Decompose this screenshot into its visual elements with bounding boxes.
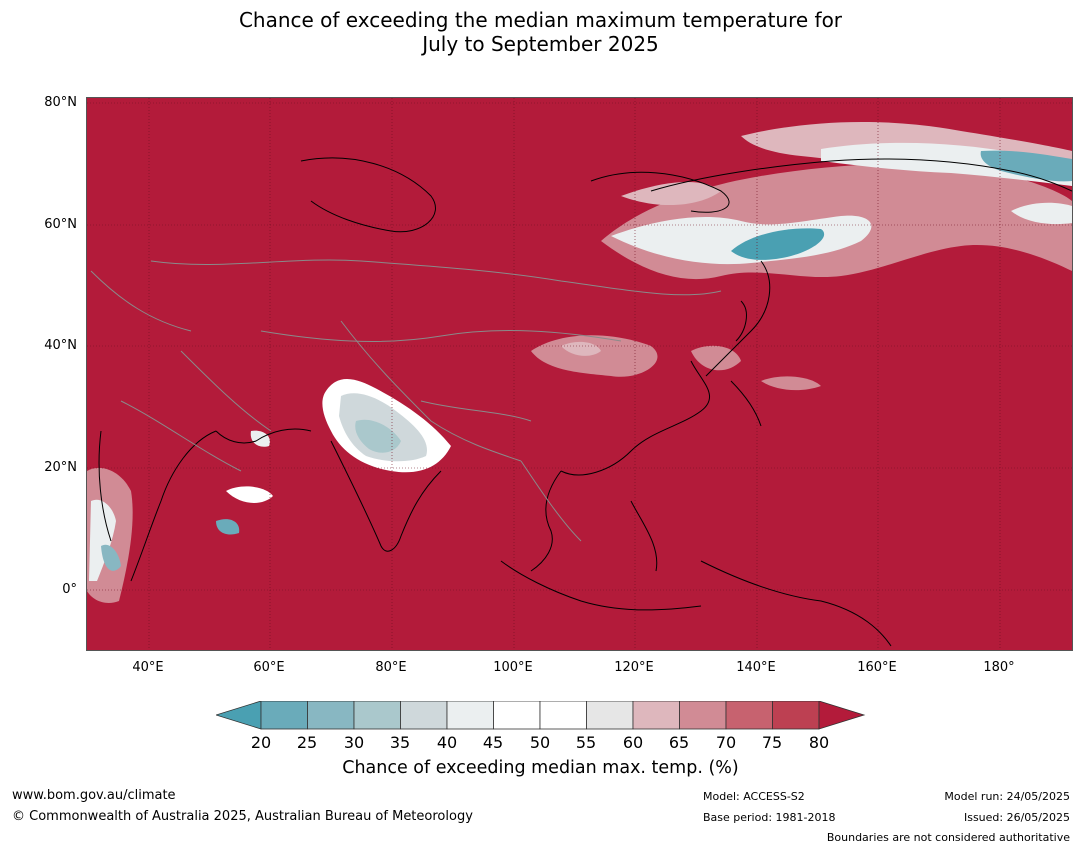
colorbar-tick-35: 35 bbox=[389, 733, 411, 752]
title-line-1: Chance of exceeding the median maximum t… bbox=[238, 8, 843, 32]
lat-label-80n: 80°N bbox=[44, 95, 77, 110]
korea-patch bbox=[691, 345, 741, 371]
forecast-map bbox=[86, 97, 1073, 651]
colorbar bbox=[216, 701, 866, 730]
colorbar-tick-80: 80 bbox=[808, 733, 830, 752]
footer-copyright: © Commonwealth of Australia 2025, Austra… bbox=[12, 809, 473, 824]
lon-label-120e: 120°E bbox=[614, 660, 654, 675]
japan-south-patch bbox=[761, 376, 821, 391]
footer-base-period: Base period: 1981-2018 bbox=[703, 811, 836, 824]
africa-patch-inner bbox=[89, 499, 116, 581]
lat-label-20n: 20°N bbox=[44, 460, 77, 475]
colorbar-tick-20: 20 bbox=[250, 733, 272, 752]
lon-label-60e: 60°E bbox=[253, 660, 285, 675]
chart-title: Chance of exceeding the median maximum t… bbox=[0, 8, 1081, 56]
arabian-sea-patch-1 bbox=[226, 486, 273, 503]
colorbar-cell bbox=[446, 701, 494, 730]
colorbar-cell bbox=[400, 701, 448, 730]
colorbar-tick-50: 50 bbox=[529, 733, 551, 752]
footer-disclaimer: Boundaries are not considered authoritat… bbox=[826, 831, 1070, 844]
lon-label-160e: 160°E bbox=[857, 660, 897, 675]
colorbar-cell bbox=[493, 701, 541, 730]
colorbar-title: Chance of exceeding median max. temp. (%… bbox=[342, 758, 739, 778]
colorbar-cell bbox=[353, 701, 401, 730]
colorbar-cell bbox=[679, 701, 727, 730]
siberia-anomaly bbox=[601, 121, 1072, 280]
lon-label-80e: 80°E bbox=[375, 660, 407, 675]
footer-model-run: Model run: 24/05/2025 bbox=[944, 790, 1070, 803]
colorbar-extend-low bbox=[216, 701, 262, 730]
colorbar-tick-55: 55 bbox=[575, 733, 597, 752]
colorbar-tick-75: 75 bbox=[761, 733, 783, 752]
footer-issued: Issued: 26/05/2025 bbox=[963, 811, 1070, 824]
graticule bbox=[87, 98, 1072, 650]
colorbar-tick-70: 70 bbox=[715, 733, 737, 752]
footer-model: Model: ACCESS-S2 bbox=[703, 790, 805, 803]
colorbar-tick-25: 25 bbox=[296, 733, 318, 752]
lon-label-40e: 40°E bbox=[132, 660, 164, 675]
lon-label-180: 180° bbox=[983, 660, 1015, 675]
colorbar-cell bbox=[632, 701, 680, 730]
colorbar-cell bbox=[307, 701, 355, 730]
colorbar-tick-45: 45 bbox=[482, 733, 504, 752]
colorbar-cell bbox=[725, 701, 773, 730]
arabian-sea-patch-2 bbox=[216, 519, 240, 535]
colorbar-cells bbox=[216, 701, 866, 730]
colorbar-cell bbox=[260, 701, 308, 730]
colorbar-tick-40: 40 bbox=[436, 733, 458, 752]
colorbar-tick-30: 30 bbox=[343, 733, 365, 752]
colorbar-cell bbox=[586, 701, 634, 730]
colorbar-tick-60: 60 bbox=[622, 733, 644, 752]
lon-label-140e: 140°E bbox=[736, 660, 776, 675]
colorbar-tick-65: 65 bbox=[668, 733, 690, 752]
east-asia-patch-2 bbox=[561, 341, 601, 356]
lat-label-40n: 40°N bbox=[44, 338, 77, 353]
footer-url[interactable]: www.bom.gov.au/climate bbox=[12, 788, 176, 803]
colorbar-cell bbox=[539, 701, 587, 730]
colorbar-extend-high bbox=[818, 701, 866, 730]
lon-label-100e: 100°E bbox=[493, 660, 533, 675]
lat-label-0: 0° bbox=[62, 582, 77, 597]
map-svg bbox=[87, 98, 1072, 650]
borders bbox=[90, 259, 722, 542]
africa-patch-teal bbox=[101, 544, 121, 571]
colorbar-cell bbox=[772, 701, 820, 730]
india-anomaly bbox=[322, 379, 451, 473]
title-line-2: July to September 2025 bbox=[422, 32, 659, 56]
lat-label-60n: 60°N bbox=[44, 217, 77, 232]
